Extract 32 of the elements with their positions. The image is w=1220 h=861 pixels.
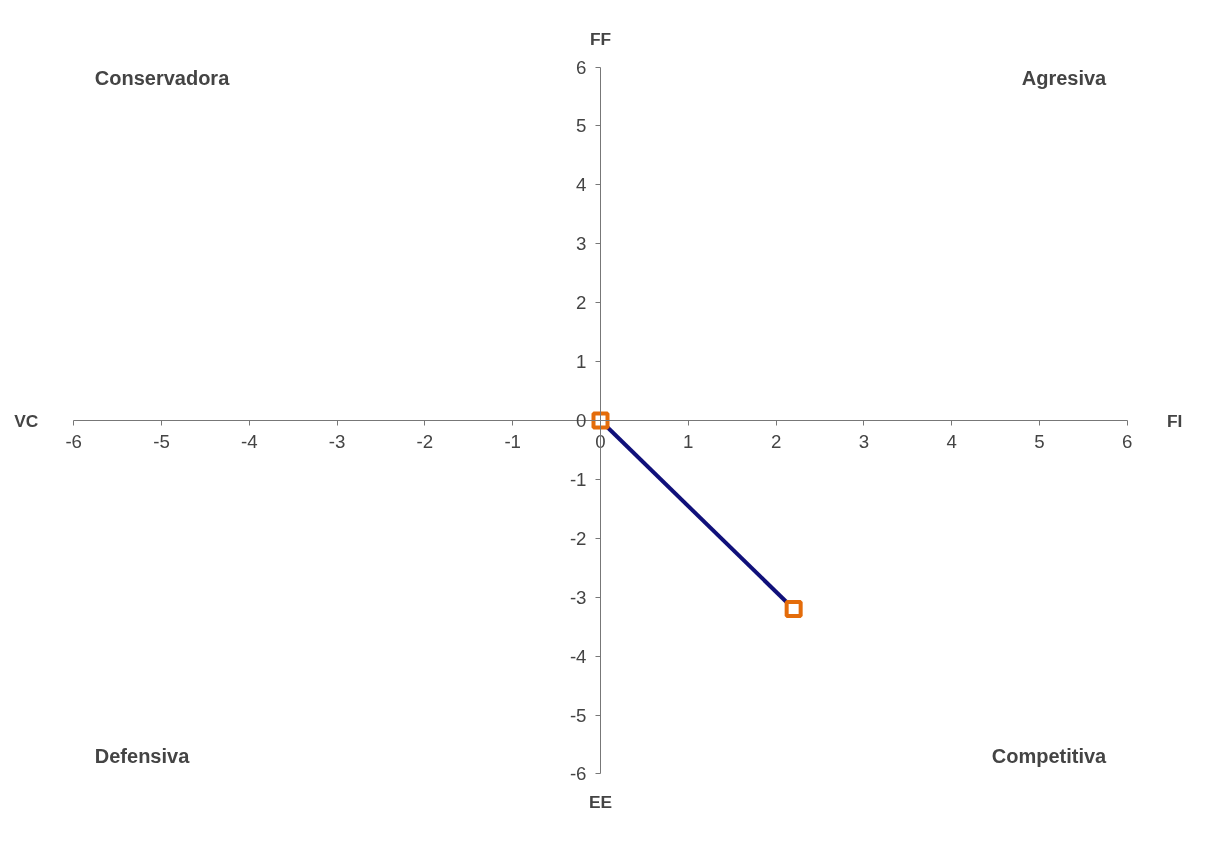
y-tick-label: 3 bbox=[576, 233, 587, 255]
x-tick-label: 2 bbox=[770, 430, 782, 452]
y-tick-label: -1 bbox=[569, 468, 587, 490]
y-tick-label: 4 bbox=[576, 174, 587, 196]
x-tick-label: 1 bbox=[683, 430, 694, 452]
x-tick-label: -4 bbox=[241, 430, 258, 452]
annotation: Competitiva bbox=[991, 745, 1108, 768]
annotation: Defensiva bbox=[94, 745, 191, 768]
annotation: Agresiva bbox=[1021, 66, 1108, 89]
y-tick-label: -2 bbox=[569, 527, 587, 549]
y-tick-label: -3 bbox=[569, 586, 587, 608]
y-tick-label: 2 bbox=[576, 292, 587, 314]
x-tick-label: 4 bbox=[946, 430, 957, 452]
x-tick-label: 6 bbox=[1122, 430, 1133, 452]
x-axis-title: FI bbox=[1167, 410, 1183, 431]
y-axis-title: FF bbox=[589, 29, 612, 50]
x-tick-label: 5 bbox=[1034, 430, 1045, 452]
y-tick-label: -6 bbox=[569, 763, 587, 785]
x-tick-label: -1 bbox=[504, 430, 521, 452]
x-tick-label: -3 bbox=[328, 430, 346, 452]
y-tick-label: 1 bbox=[576, 351, 587, 373]
y-tick-label: 6 bbox=[576, 56, 587, 78]
y-tick-label: -4 bbox=[569, 645, 587, 667]
y-tick-label: 5 bbox=[576, 115, 587, 137]
text: EE bbox=[588, 791, 613, 812]
x-tick-label: -2 bbox=[416, 430, 434, 452]
x-tick-label: -6 bbox=[65, 430, 83, 452]
x-tick-label: 3 bbox=[858, 430, 870, 452]
y-tick-label: -5 bbox=[569, 704, 587, 726]
text: VC bbox=[14, 410, 39, 431]
x-tick-label: -5 bbox=[153, 430, 170, 452]
annotation: Conservadora bbox=[94, 66, 231, 89]
